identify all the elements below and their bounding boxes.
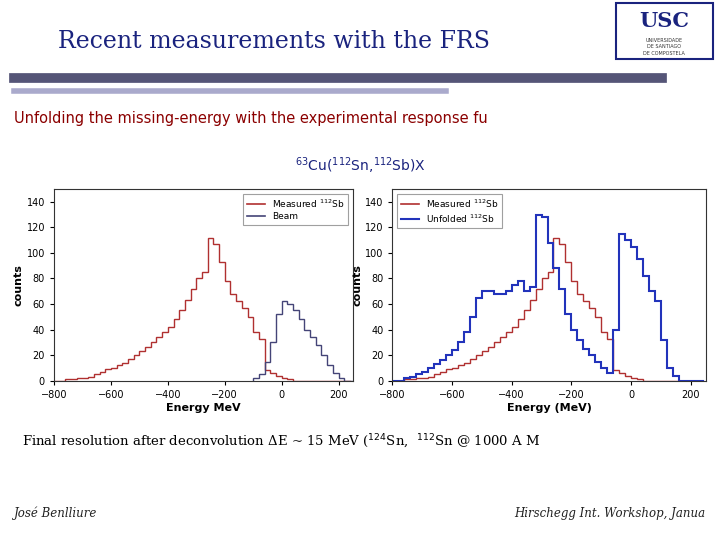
Text: Final resolution after deconvolution ΔE ~ 15 MeV ($^{124}$Sn,  $^{112}$Sn @ 1000: Final resolution after deconvolution ΔE … [22, 433, 540, 451]
Text: Hirschegg Int. Workshop, Janua: Hirschegg Int. Workshop, Janua [515, 507, 706, 519]
Text: $^{63}$Cu($^{112}$Sn,$^{112}$Sb)X: $^{63}$Cu($^{112}$Sn,$^{112}$Sb)X [295, 156, 425, 176]
Text: USC: USC [639, 11, 689, 31]
Text: Unfolding the missing-energy with the experimental response fu: Unfolding the missing-energy with the ex… [14, 111, 488, 126]
Legend: Measured $^{112}$Sb, Beam: Measured $^{112}$Sb, Beam [243, 193, 348, 225]
Text: José Benlliure: José Benlliure [14, 507, 98, 519]
Text: UNIVERSIDADE
DE SANTIAGO
DE COMPOSTELA: UNIVERSIDADE DE SANTIAGO DE COMPOSTELA [643, 38, 685, 56]
Y-axis label: counts: counts [352, 264, 362, 306]
Bar [616, 3, 713, 59]
X-axis label: Energy (MeV): Energy (MeV) [507, 402, 591, 413]
Legend: Measured $^{112}$Sb, Unfolded $^{112}$Sb: Measured $^{112}$Sb, Unfolded $^{112}$Sb [397, 193, 502, 228]
X-axis label: Energy MeV: Energy MeV [166, 402, 240, 413]
Text: Recent measurements with the FRS: Recent measurements with the FRS [58, 30, 490, 53]
Y-axis label: counts: counts [14, 264, 24, 306]
